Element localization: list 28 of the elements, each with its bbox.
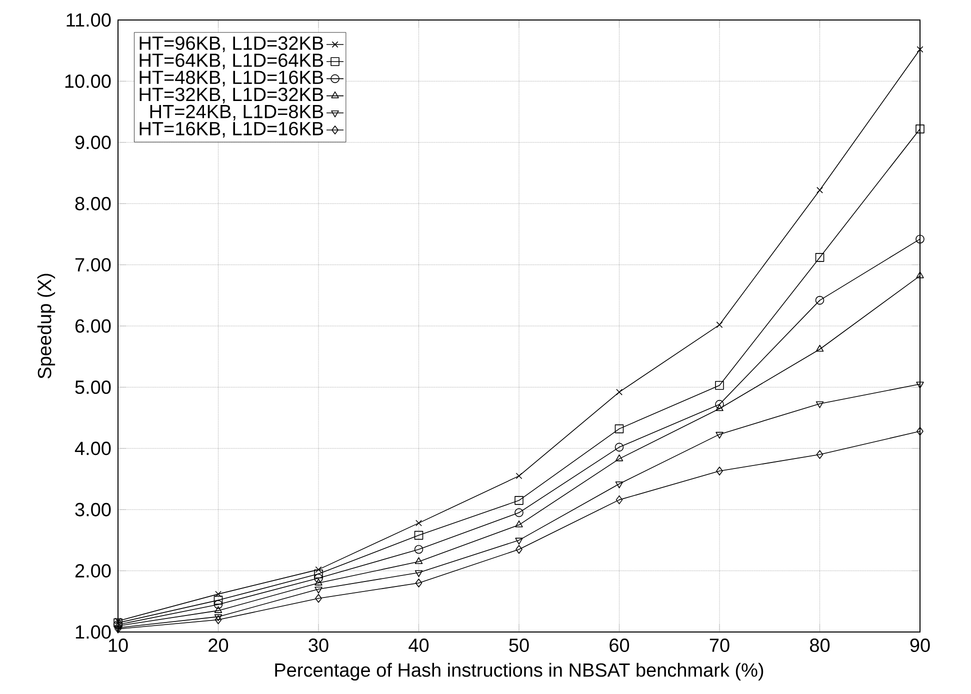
- x-tick-label: 70: [710, 638, 730, 652]
- y-tick-label: 8.00: [75, 196, 111, 210]
- x-tick-label: 50: [509, 638, 529, 652]
- x-tick-label: 30: [308, 638, 328, 652]
- x-axis-title: Percentage of Hash instructions in NBSAT benchmark (%): [275, 662, 764, 681]
- y-tick-label: 9.00: [75, 136, 111, 150]
- y-tick-label: 2.00: [75, 564, 111, 578]
- legend-label: HT=96KB, L1D=32KB: [140, 36, 324, 52]
- x-tick-label: 80: [810, 638, 830, 652]
- legend-label: HT=16KB, L1D=16KB: [140, 122, 324, 138]
- x-tick-label: 20: [208, 638, 228, 652]
- y-tick-label: 10.00: [65, 74, 111, 88]
- legend-label: HT=48KB, L1D=16KB: [140, 70, 324, 86]
- y-tick-label: 5.00: [75, 380, 111, 394]
- x-tick-label: 10: [108, 638, 128, 652]
- x-tick-label: 40: [408, 638, 429, 652]
- x-tick-label: 60: [610, 638, 630, 652]
- y-tick-label: 3.00: [75, 502, 111, 516]
- legend-label: HT=32KB, L1D=32KB: [140, 88, 324, 104]
- y-tick-label: 11.00: [66, 13, 111, 27]
- legend-label: HT=24KB, L1D=8KB: [150, 104, 324, 121]
- y-tick-label: 4.00: [74, 442, 111, 456]
- legend-label: HT=64KB, L1D=64KB: [140, 54, 324, 70]
- y-tick-label: 7.00: [75, 258, 111, 272]
- y-tick-label: 1.00: [76, 625, 111, 639]
- x-tick-label: 90: [910, 638, 930, 652]
- y-tick-label: 6.00: [75, 319, 111, 333]
- y-axis-title: Speedup (X): [37, 274, 56, 378]
